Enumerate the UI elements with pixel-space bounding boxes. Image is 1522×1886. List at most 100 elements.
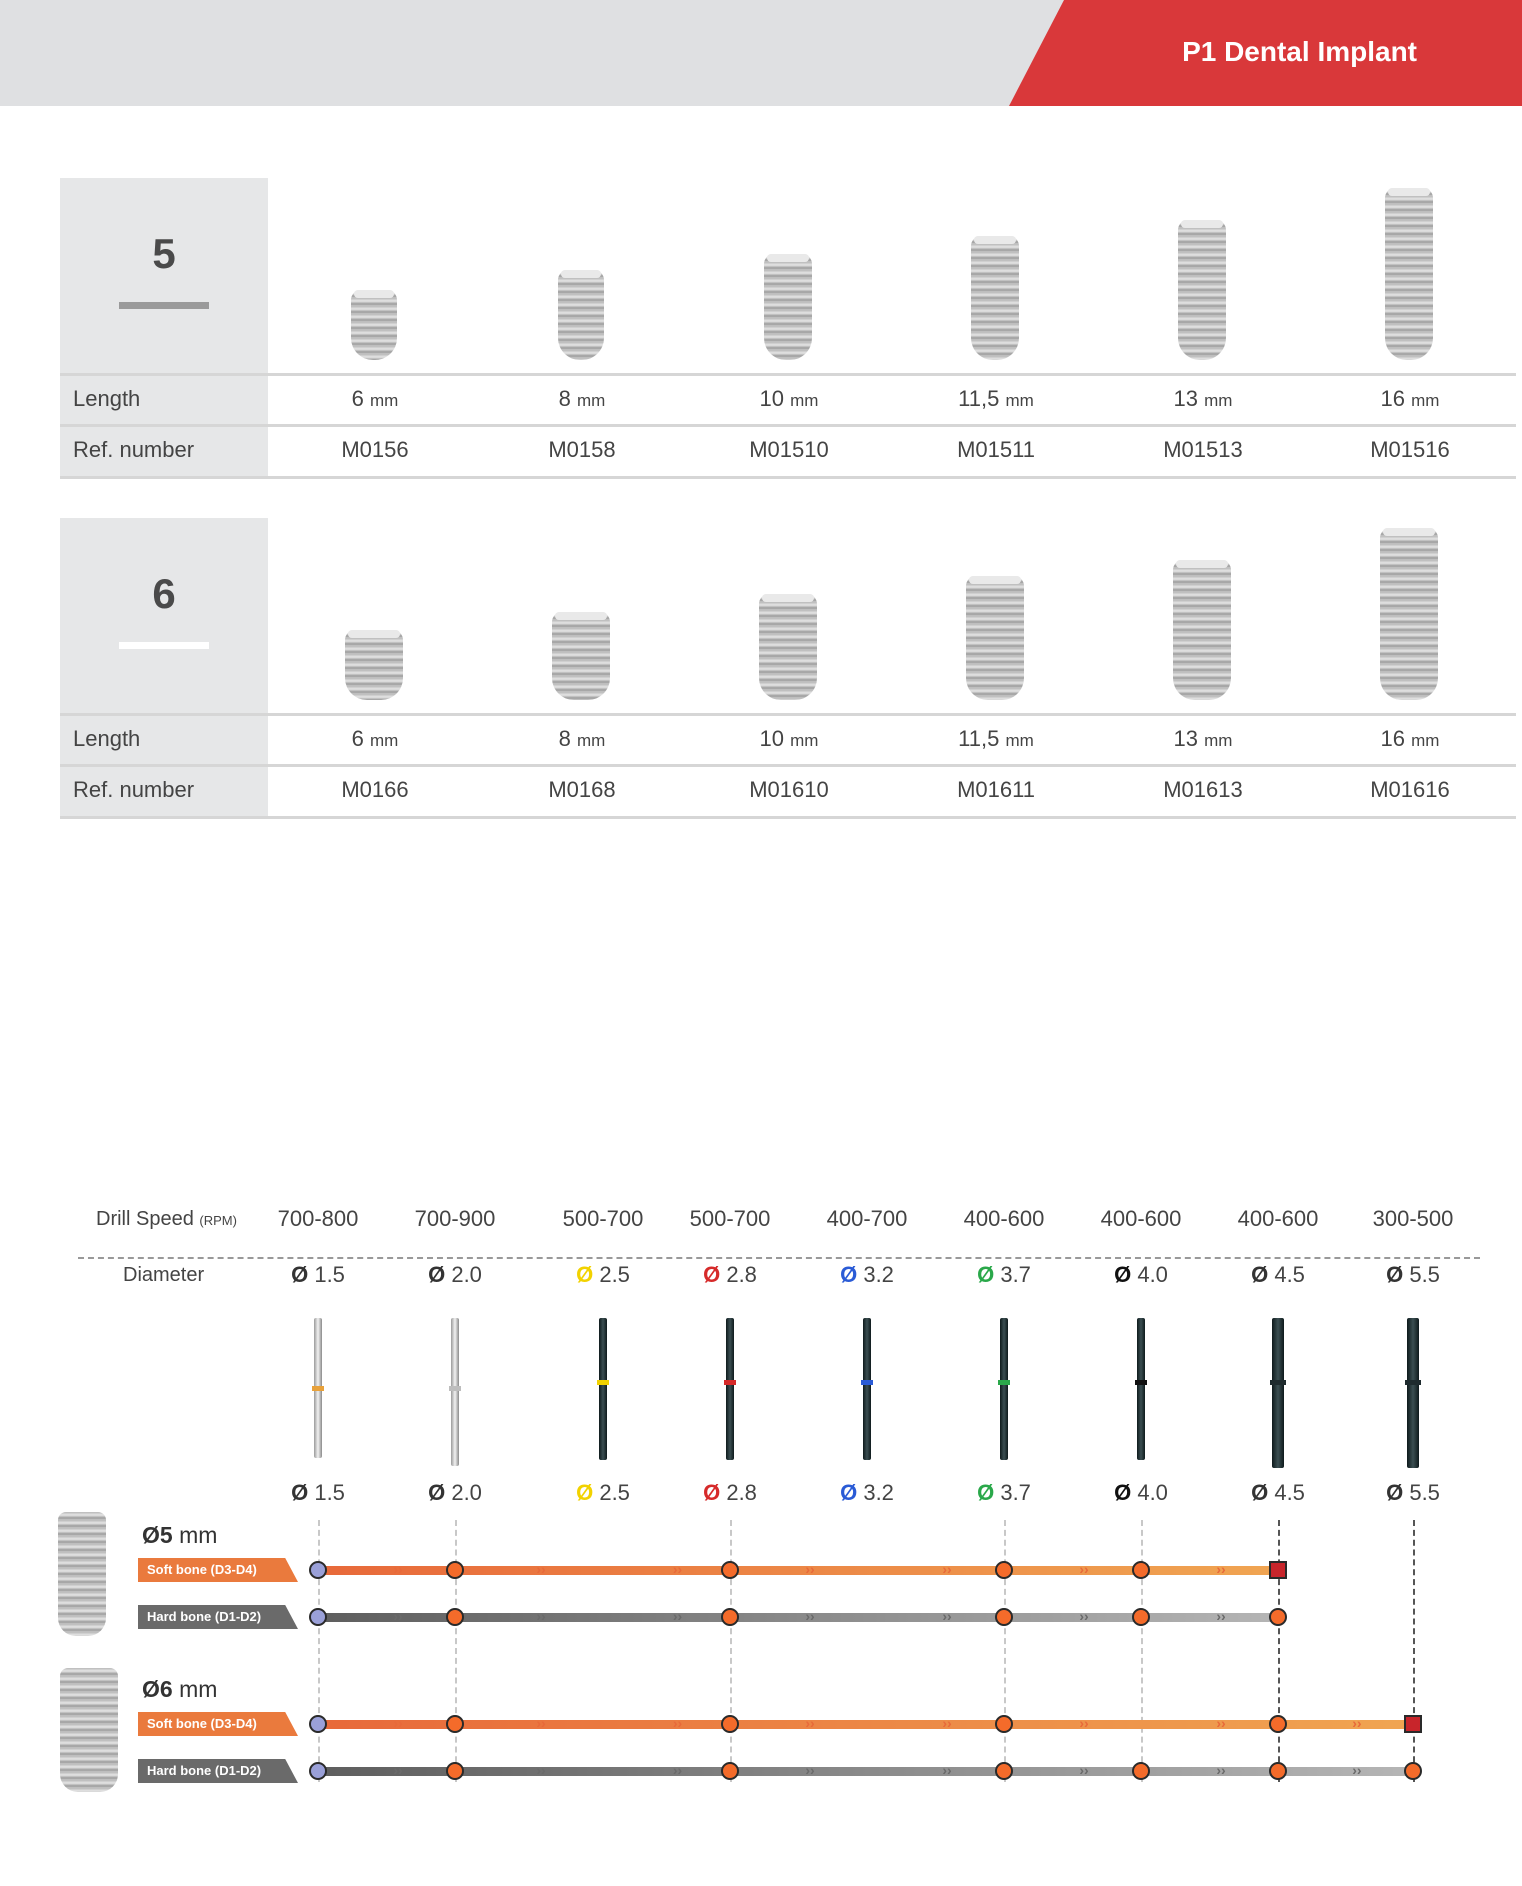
protocol-diameter: Ø6 — [142, 1676, 173, 1702]
length-value: 11,5 mm — [892, 726, 1100, 752]
diameter-symbol-icon: Ø — [1114, 1262, 1132, 1287]
drill-bit-image — [1135, 1318, 1147, 1460]
diameter-symbol-icon: Ø — [1251, 1262, 1269, 1287]
chevron-icon: ›› — [672, 1762, 683, 1778]
diameter-number: 2.8 — [726, 1262, 757, 1287]
guide-line — [1413, 1520, 1415, 1782]
step-node — [721, 1715, 739, 1733]
guide-line — [1278, 1520, 1280, 1782]
drill-diameter-bottom: Ø 4.5 — [1213, 1480, 1343, 1506]
length-unit: mm — [1005, 391, 1034, 410]
implant-image — [1173, 560, 1231, 700]
drill-speed-value: 400-600 — [963, 1206, 1045, 1231]
diameter-number: 1.5 — [314, 1262, 345, 1287]
implant-table: 6 Length Ref. number 6 mm 8 mm 10 mm 11,5 mm 13… — [60, 518, 1516, 823]
length-unit: mm — [577, 391, 606, 410]
ref-number: M01611 — [957, 777, 1035, 802]
drill-diameter-bottom: Ø 2.0 — [390, 1480, 520, 1506]
step-node — [309, 1715, 327, 1733]
diameter-symbol-icon: Ø — [291, 1262, 309, 1287]
step-node — [1269, 1762, 1287, 1780]
drill-speed-value: 700-900 — [414, 1206, 496, 1231]
drill-bit-image — [861, 1318, 873, 1460]
drill-bit-image — [724, 1318, 736, 1460]
diameter-symbol-icon: Ø — [576, 1480, 594, 1505]
ref-number: M0166 — [341, 777, 409, 802]
drill-color-band — [597, 1380, 609, 1385]
length-value: 13 mm — [1099, 726, 1307, 752]
chevron-icon: ›› — [536, 1608, 546, 1624]
diameter-box: 6 — [60, 518, 268, 818]
length-unit: mm — [1411, 731, 1440, 750]
diameter-value: 6 — [152, 570, 176, 617]
chevron-icon: ›› — [672, 1608, 683, 1624]
step-node — [995, 1762, 1013, 1780]
drill-bit-image — [597, 1318, 609, 1460]
soft-bone-track — [318, 1720, 1413, 1729]
drill-speed-label: Drill Speed (RPM) — [96, 1208, 237, 1231]
chevron-icon: ›› — [805, 1608, 815, 1624]
diameter-symbol-icon: Ø — [428, 1480, 446, 1505]
drill-speed-value: 300-500 — [1372, 1206, 1454, 1231]
protocol-diameter-unit: mm — [179, 1676, 218, 1702]
row-divider — [60, 373, 1516, 376]
protocol-diameter-value: 5 — [159, 1522, 173, 1548]
implant-cap — [348, 630, 400, 638]
step-node — [309, 1762, 327, 1780]
ref-number: M01613 — [1163, 777, 1243, 802]
ref-number: M01616 — [1370, 777, 1450, 802]
chevron-icon: ›› — [942, 1561, 952, 1577]
length-value: 11,5 mm — [892, 386, 1100, 412]
length-label: Length — [73, 726, 141, 751]
protocol-diameter-title: Ø5 mm — [142, 1522, 217, 1549]
chevron-icon: ›› — [805, 1715, 815, 1731]
length-value: 6 mm — [271, 386, 479, 412]
diameter-symbol-icon: Ø — [291, 1480, 309, 1505]
header-divider — [78, 1257, 1480, 1259]
implant-cap — [555, 612, 607, 620]
length-number: 10 — [759, 386, 785, 411]
diameter-number: 5.5 — [1409, 1262, 1440, 1287]
drill-color-band — [724, 1380, 736, 1385]
step-node — [1132, 1762, 1150, 1780]
hard-bone-track — [318, 1613, 1278, 1622]
length-value: 13 mm — [1099, 386, 1307, 412]
soft-bone-label: Soft bone (D3-D4) — [138, 1558, 298, 1582]
length-unit: mm — [1005, 731, 1034, 750]
implant-image — [971, 236, 1019, 360]
drill-diameter-top: Ø 5.5 — [1348, 1262, 1478, 1288]
length-number: 6 — [351, 726, 364, 751]
implant-cap — [561, 270, 601, 278]
length-value: 16 mm — [1306, 726, 1514, 752]
legend-implant-image — [58, 1512, 106, 1636]
diameter-number: 5.5 — [1409, 1480, 1440, 1505]
implant-image — [552, 612, 610, 700]
ref-number: M01610 — [749, 777, 829, 802]
implant-image — [558, 270, 604, 360]
row-divider — [60, 476, 1516, 479]
chevron-icon: ›› — [1352, 1715, 1362, 1731]
chevron-icon: ›› — [672, 1561, 683, 1577]
drill-diameter-top: Ø 4.0 — [1076, 1262, 1206, 1288]
length-number: 8 — [558, 726, 571, 751]
hard-bone-track — [318, 1767, 1413, 1776]
guide-line — [318, 1520, 320, 1782]
step-node — [721, 1762, 739, 1780]
chevron-icon: ›› — [942, 1715, 952, 1731]
length-value: 10 mm — [685, 386, 893, 412]
ref-number: M0156 — [341, 437, 409, 462]
length-value: 10 mm — [685, 726, 893, 752]
step-node — [446, 1608, 464, 1626]
step-node — [1269, 1608, 1287, 1626]
length-unit: mm — [370, 391, 399, 410]
diameter-box: 5 — [60, 178, 268, 478]
drill-diameter-top: Ø 2.5 — [538, 1262, 668, 1288]
drill-color-band — [1135, 1380, 1147, 1385]
guide-line — [730, 1520, 732, 1782]
step-node — [995, 1561, 1013, 1579]
drill-bit-image — [998, 1318, 1010, 1460]
step-node — [995, 1608, 1013, 1626]
chevron-icon: ›› — [1216, 1715, 1226, 1731]
ref-number: M01511 — [957, 437, 1035, 462]
step-node — [1132, 1561, 1150, 1579]
